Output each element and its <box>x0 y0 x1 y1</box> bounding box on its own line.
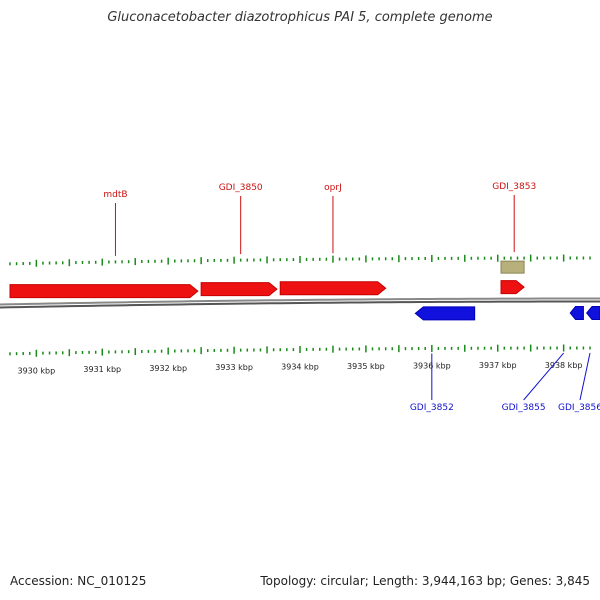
tick-label: 3935 kbp <box>347 362 385 371</box>
tick-label: 3931 kbp <box>83 365 121 374</box>
tick-label: 3930 kbp <box>18 366 56 375</box>
tick-label: 3932 kbp <box>149 364 187 373</box>
genome-backbone <box>0 297 600 309</box>
gene-label: GDI_3853 <box>492 182 536 192</box>
forward-gene-arrow <box>500 280 525 295</box>
feature-track <box>9 260 600 321</box>
reverse-gene-arrow <box>414 306 476 321</box>
forward-gene-arrow <box>279 281 387 296</box>
gene-label: GDI_3852 <box>410 403 454 413</box>
genome-summary-text: Topology: circular; Length: 3,944,163 bp… <box>260 574 590 588</box>
gene-leader-line <box>523 352 565 401</box>
page-title: Gluconacetobacter diazotrophicus PAI 5, … <box>107 10 493 25</box>
accession-text: Accession: NC_010125 <box>10 574 147 588</box>
bottom-tick-ruler <box>9 344 591 357</box>
gene-label: mdtB <box>103 190 127 200</box>
tick-label: 3933 kbp <box>215 363 253 372</box>
backbone-line-inner <box>0 300 600 309</box>
gene-leader-line <box>579 352 591 401</box>
reverse-gene-arrow <box>586 306 600 321</box>
gene-label: GDI_3850 <box>219 183 263 193</box>
forward-gene-arrow <box>200 282 278 297</box>
reverse-gene-arrow <box>569 306 584 321</box>
tick-label: 3934 kbp <box>281 363 319 372</box>
forward-gene-arrow <box>9 284 199 299</box>
tick-label: 3938 kbp <box>545 361 583 370</box>
tick-label-group: 3930 kbp 3931 kbp 3932 kbp 3933 kbp 3934 kbp… <box>18 361 583 375</box>
gene-label: GDI_3855 <box>502 403 546 413</box>
gene-label-group: mdtB GDI_3850 oprJ GDI_3853 GDI_3852 GDI_3855… <box>103 182 600 413</box>
gene-label: oprJ <box>324 183 342 193</box>
top-tick-ruler <box>9 254 591 267</box>
gene-label: GDI_3856 <box>558 403 600 413</box>
tick-label: 3937 kbp <box>479 361 517 370</box>
backbone-line-outer <box>0 297 600 306</box>
misc-feature-box <box>500 260 525 274</box>
